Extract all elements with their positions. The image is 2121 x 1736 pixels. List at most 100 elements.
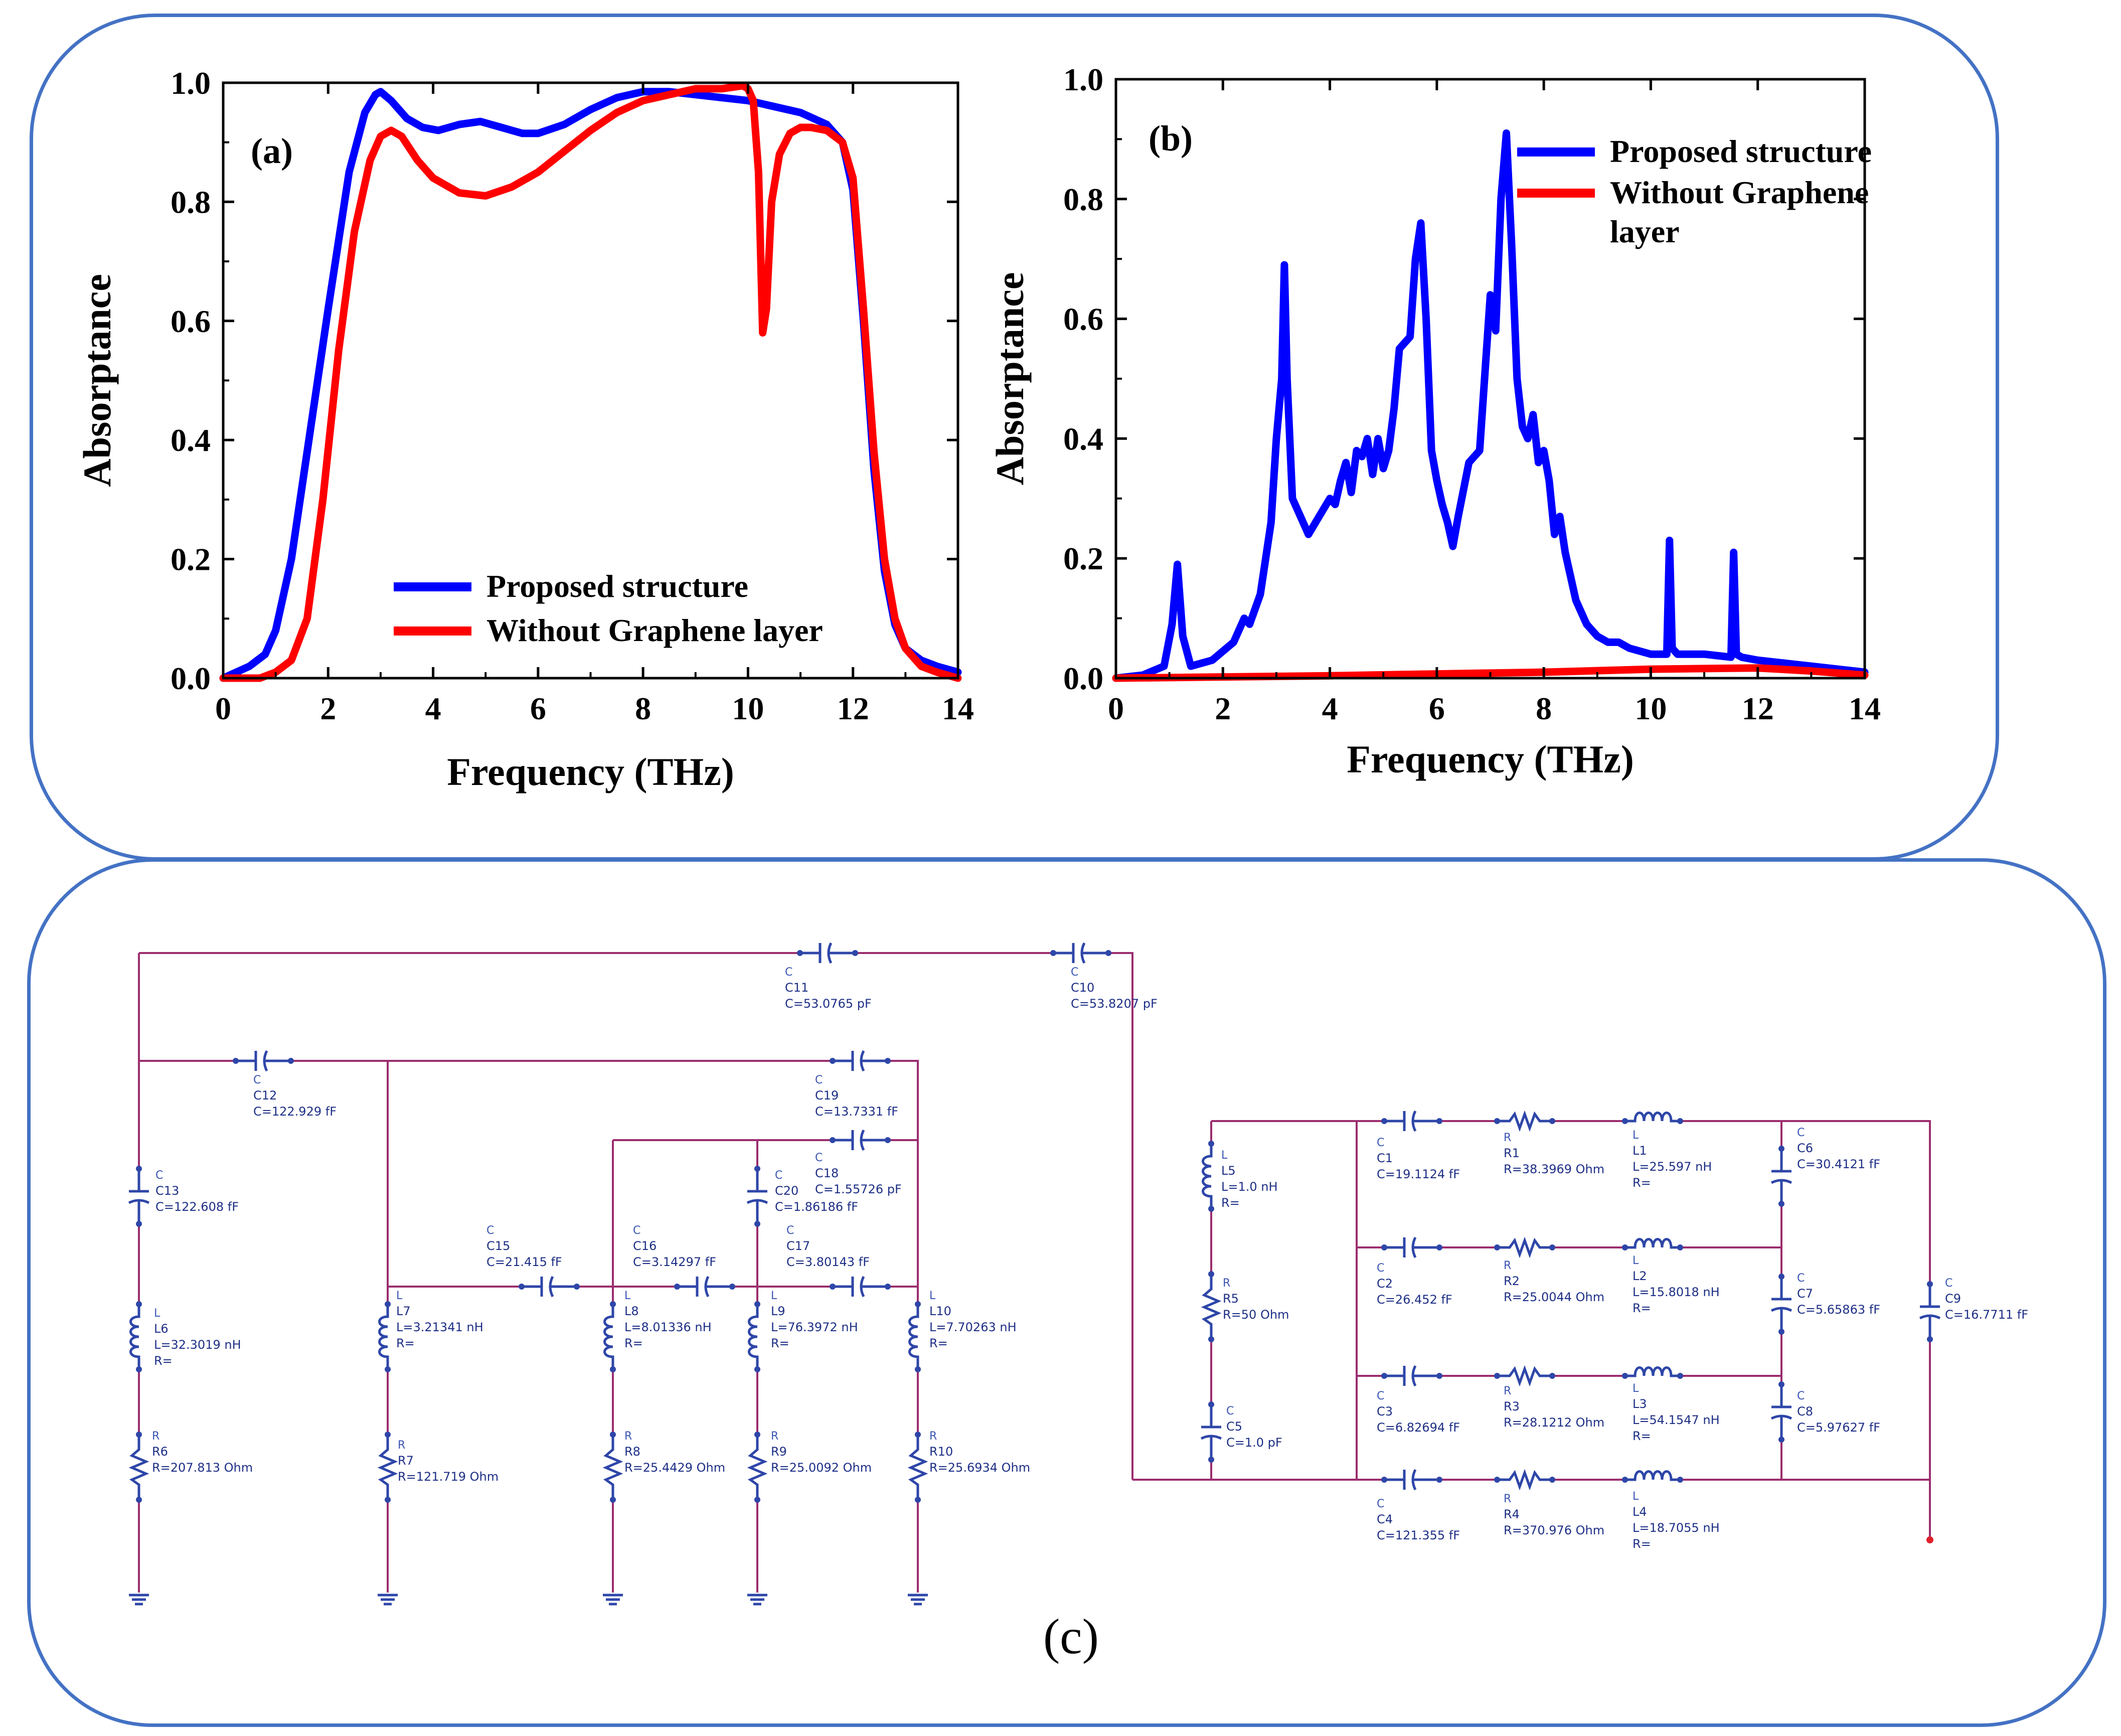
y-tick-label: 0.8 bbox=[1063, 182, 1103, 217]
component-value-C11: C=53.0765 pF bbox=[785, 997, 872, 1011]
junction-node bbox=[1436, 1118, 1442, 1124]
component-type-R1: R bbox=[1504, 1132, 1511, 1144]
junction-node bbox=[1549, 1477, 1555, 1483]
x-tick-label: 14 bbox=[942, 691, 974, 726]
wire bbox=[888, 1060, 919, 1287]
component-extra-L1: R= bbox=[1633, 1176, 1651, 1190]
component-value-L9: L=76.3972 nH bbox=[771, 1320, 858, 1334]
y-tick-label: 1.0 bbox=[171, 65, 211, 101]
capacitor-C4 bbox=[1384, 1469, 1439, 1491]
component-value-R6: R=207.813 Ohm bbox=[152, 1461, 253, 1475]
junction-node bbox=[1436, 1477, 1442, 1483]
component-name-L10: L10 bbox=[929, 1304, 951, 1318]
component-value-C17: C=3.80143 fF bbox=[786, 1255, 870, 1269]
component-type-L6: L bbox=[154, 1307, 160, 1320]
component-value-C8: C=5.97627 fF bbox=[1797, 1421, 1880, 1435]
component-type-C10: C bbox=[1071, 966, 1078, 979]
component-name-C15: C15 bbox=[486, 1239, 510, 1253]
capacitor-C5 bbox=[1200, 1404, 1222, 1460]
y-tick-label: 0.8 bbox=[171, 184, 211, 220]
component-value-R7: R=121.719 Ohm bbox=[398, 1470, 499, 1484]
junction-node bbox=[1677, 1477, 1683, 1483]
x-tick-label: 6 bbox=[1429, 691, 1445, 726]
component-value-C2: C=26.452 fF bbox=[1377, 1293, 1452, 1307]
capacitor-C13 bbox=[128, 1169, 150, 1224]
component-type-R5: R bbox=[1223, 1277, 1230, 1290]
component-type-L10: L bbox=[929, 1290, 936, 1302]
capacitor-C3 bbox=[1384, 1365, 1439, 1387]
component-value-C6: C=30.4121 fF bbox=[1797, 1157, 1880, 1171]
capacitor-C8 bbox=[1770, 1384, 1792, 1440]
panel-label-b: (b) bbox=[1149, 118, 1193, 159]
component-value-C13: C=122.608 fF bbox=[155, 1200, 239, 1214]
component-name-L5: L5 bbox=[1221, 1164, 1236, 1178]
component-name-L6: L6 bbox=[154, 1322, 169, 1336]
resistor-R8 bbox=[602, 1435, 623, 1500]
junction-node bbox=[915, 1301, 921, 1307]
junction-node bbox=[1494, 1373, 1500, 1379]
y-tick-label: 0.4 bbox=[171, 422, 211, 458]
component-value-R5: R=50 Ohm bbox=[1223, 1308, 1289, 1322]
component-type-L1: L bbox=[1633, 1129, 1639, 1142]
inductor-L8 bbox=[603, 1304, 614, 1369]
component-name-C17: C17 bbox=[786, 1239, 810, 1253]
junction-node bbox=[136, 1497, 142, 1503]
component-name-C4: C4 bbox=[1377, 1512, 1393, 1526]
junction-node bbox=[1778, 1329, 1784, 1335]
junction-node bbox=[830, 1058, 836, 1064]
junction-node bbox=[1494, 1244, 1500, 1250]
capacitor-C12 bbox=[236, 1050, 291, 1072]
capacitor-C6 bbox=[1770, 1149, 1792, 1204]
component-name-L2: L2 bbox=[1633, 1269, 1647, 1283]
component-type-C8: C bbox=[1797, 1390, 1805, 1402]
component-name-R5: R5 bbox=[1223, 1292, 1239, 1306]
y-tick-label: 0.0 bbox=[171, 661, 211, 696]
component-type-C1: C bbox=[1377, 1137, 1384, 1149]
component-type-C11: C bbox=[785, 966, 792, 979]
component-type-C18: C bbox=[815, 1152, 823, 1164]
x-tick-label: 14 bbox=[1849, 691, 1881, 726]
junction-node bbox=[1622, 1118, 1628, 1124]
junction-node bbox=[1208, 1141, 1214, 1147]
y-tick-label: 0.6 bbox=[1063, 301, 1103, 337]
component-name-R10: R10 bbox=[929, 1445, 953, 1459]
resistor-R1 bbox=[1497, 1110, 1552, 1132]
ground-symbol bbox=[603, 1594, 623, 1606]
component-type-C17: C bbox=[786, 1224, 794, 1237]
component-value-C12: C=122.929 fF bbox=[253, 1104, 337, 1119]
ground-symbol bbox=[378, 1594, 398, 1606]
junction-node bbox=[574, 1284, 580, 1290]
junction-node bbox=[1778, 1274, 1784, 1280]
series-line-b-0 bbox=[1112, 129, 1869, 682]
junction-node bbox=[885, 1284, 891, 1290]
component-value-R4: R=370.976 Ohm bbox=[1504, 1523, 1604, 1537]
y-tick-label: 0.2 bbox=[171, 542, 211, 577]
junction-node bbox=[233, 1058, 239, 1064]
component-type-L2: L bbox=[1633, 1254, 1639, 1267]
capacitor-C19 bbox=[833, 1050, 888, 1072]
component-type-C15: C bbox=[486, 1224, 494, 1237]
component-value-C1: C=19.1124 fF bbox=[1377, 1167, 1460, 1181]
junction-node bbox=[915, 1497, 921, 1503]
component-type-L4: L bbox=[1633, 1490, 1639, 1503]
component-value-C7: C=5.65863 fF bbox=[1797, 1303, 1880, 1317]
junction-node bbox=[754, 1221, 760, 1227]
legend-label-a-1: Without Graphene layer bbox=[486, 612, 823, 648]
component-type-L7: L bbox=[396, 1290, 403, 1302]
junction-node bbox=[1549, 1373, 1555, 1379]
junction-node bbox=[1208, 1336, 1214, 1342]
junction-node bbox=[1208, 1457, 1214, 1463]
capacitor-C10 bbox=[1053, 942, 1108, 964]
output-port bbox=[1926, 1536, 1933, 1543]
x-tick-label: 4 bbox=[425, 691, 441, 726]
junction-node bbox=[797, 950, 803, 956]
component-name-R7: R7 bbox=[398, 1454, 414, 1468]
junction-node bbox=[1208, 1271, 1214, 1277]
junction-node bbox=[385, 1301, 391, 1307]
junction-node bbox=[754, 1166, 760, 1172]
component-extra-L2: R= bbox=[1633, 1301, 1651, 1315]
component-name-R3: R3 bbox=[1504, 1399, 1520, 1413]
inductor-L3 bbox=[1625, 1366, 1680, 1377]
x-tick-label: 10 bbox=[732, 691, 764, 726]
junction-node bbox=[610, 1366, 616, 1372]
